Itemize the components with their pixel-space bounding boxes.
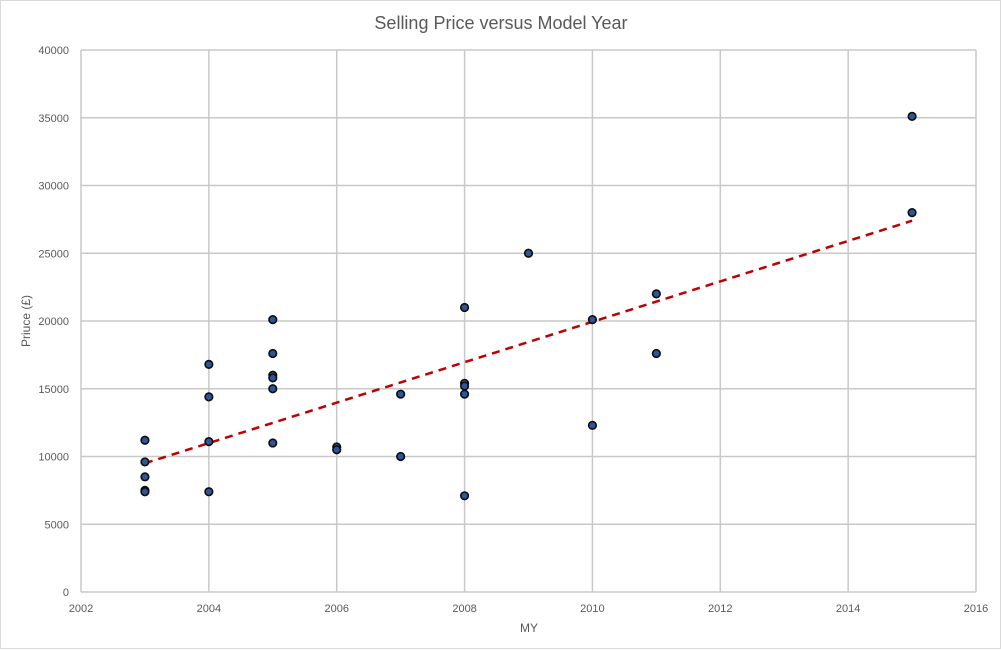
data-point bbox=[396, 389, 406, 399]
data-point bbox=[523, 248, 534, 258]
data-point bbox=[396, 451, 406, 462]
data-point bbox=[268, 373, 278, 383]
x-tick-label: 2016 bbox=[964, 603, 988, 615]
x-tick-label: 2014 bbox=[836, 603, 860, 615]
data-point bbox=[907, 208, 917, 218]
data-point bbox=[332, 445, 342, 455]
x-axis-label: MY bbox=[520, 621, 538, 635]
data-point bbox=[268, 438, 278, 448]
y-tick-label: 15000 bbox=[38, 384, 69, 396]
y-tick-label: 5000 bbox=[45, 519, 69, 531]
data-point bbox=[268, 348, 278, 359]
data-point bbox=[140, 487, 150, 497]
data-point bbox=[459, 491, 470, 501]
data-point bbox=[651, 289, 661, 299]
data-point bbox=[140, 457, 150, 467]
gridlines bbox=[80, 49, 977, 593]
x-tick-label: 2012 bbox=[708, 603, 732, 615]
chart-title: Selling Price versus Model Year bbox=[374, 13, 627, 33]
data-point bbox=[204, 436, 214, 447]
data-points bbox=[140, 111, 917, 501]
y-tick-label: 25000 bbox=[38, 248, 69, 260]
data-point bbox=[459, 389, 470, 399]
x-tick-label: 2008 bbox=[452, 603, 476, 615]
y-tick-label: 0 bbox=[63, 587, 69, 599]
y-tick-label: 30000 bbox=[38, 181, 69, 193]
x-tick-label: 2004 bbox=[197, 603, 221, 615]
data-point bbox=[204, 392, 214, 402]
data-point bbox=[587, 315, 598, 325]
data-point bbox=[459, 381, 470, 391]
x-tick-label: 2006 bbox=[324, 603, 348, 615]
y-tick-label: 35000 bbox=[38, 113, 69, 125]
y-tick-label: 10000 bbox=[38, 452, 69, 464]
data-point bbox=[140, 472, 150, 482]
data-point bbox=[651, 348, 661, 359]
y-tick-label: 40000 bbox=[38, 45, 69, 57]
data-point bbox=[459, 302, 470, 313]
data-point bbox=[204, 359, 214, 369]
data-point bbox=[587, 420, 598, 430]
tick-labels: 0 5000 10000 15000 20000 25000 30000 35000 40000… bbox=[38, 45, 988, 615]
data-point bbox=[907, 111, 917, 121]
y-axis-label: Priuce (£) bbox=[19, 295, 33, 347]
data-point bbox=[140, 435, 150, 445]
x-tick-label: 2002 bbox=[69, 603, 93, 615]
data-point bbox=[268, 384, 278, 394]
x-tick-label: 2010 bbox=[580, 603, 604, 615]
data-point bbox=[268, 315, 278, 325]
y-tick-label: 20000 bbox=[38, 316, 69, 328]
data-point bbox=[204, 487, 214, 497]
